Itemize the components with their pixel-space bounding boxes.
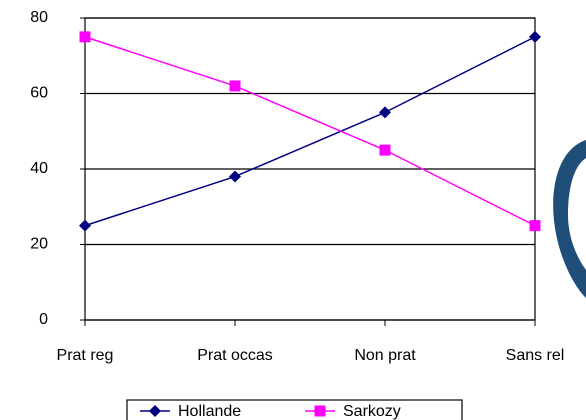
- y-tick-label: 20: [30, 236, 48, 253]
- x-tick-label: Prat occas: [197, 347, 273, 364]
- x-tick-label: Non prat: [354, 347, 416, 364]
- marker: [79, 31, 91, 43]
- y-tick-label: 40: [30, 160, 48, 177]
- x-tick-label: Sans rel: [506, 347, 565, 364]
- marker: [379, 106, 391, 119]
- x-tick-label: Prat reg: [57, 347, 114, 364]
- plot-frame: [84, 17, 536, 321]
- marker: [529, 30, 541, 43]
- legend-box: [126, 399, 463, 420]
- marker: [79, 219, 91, 232]
- marker: [229, 80, 241, 92]
- series-line: [84, 36, 536, 227]
- marker: [379, 144, 391, 156]
- marker: [229, 170, 241, 183]
- y-tick-label: 60: [30, 85, 48, 102]
- legend-marker: [314, 405, 326, 417]
- series-line: [84, 36, 536, 227]
- legend-label: Sarkozy: [343, 403, 401, 420]
- logo-fragment: [553, 140, 586, 298]
- legend-marker: [149, 405, 161, 417]
- y-tick-label: 0: [39, 311, 48, 328]
- marker: [529, 220, 541, 232]
- y-tick-label: 80: [30, 9, 48, 26]
- legend-label: Hollande: [178, 403, 241, 420]
